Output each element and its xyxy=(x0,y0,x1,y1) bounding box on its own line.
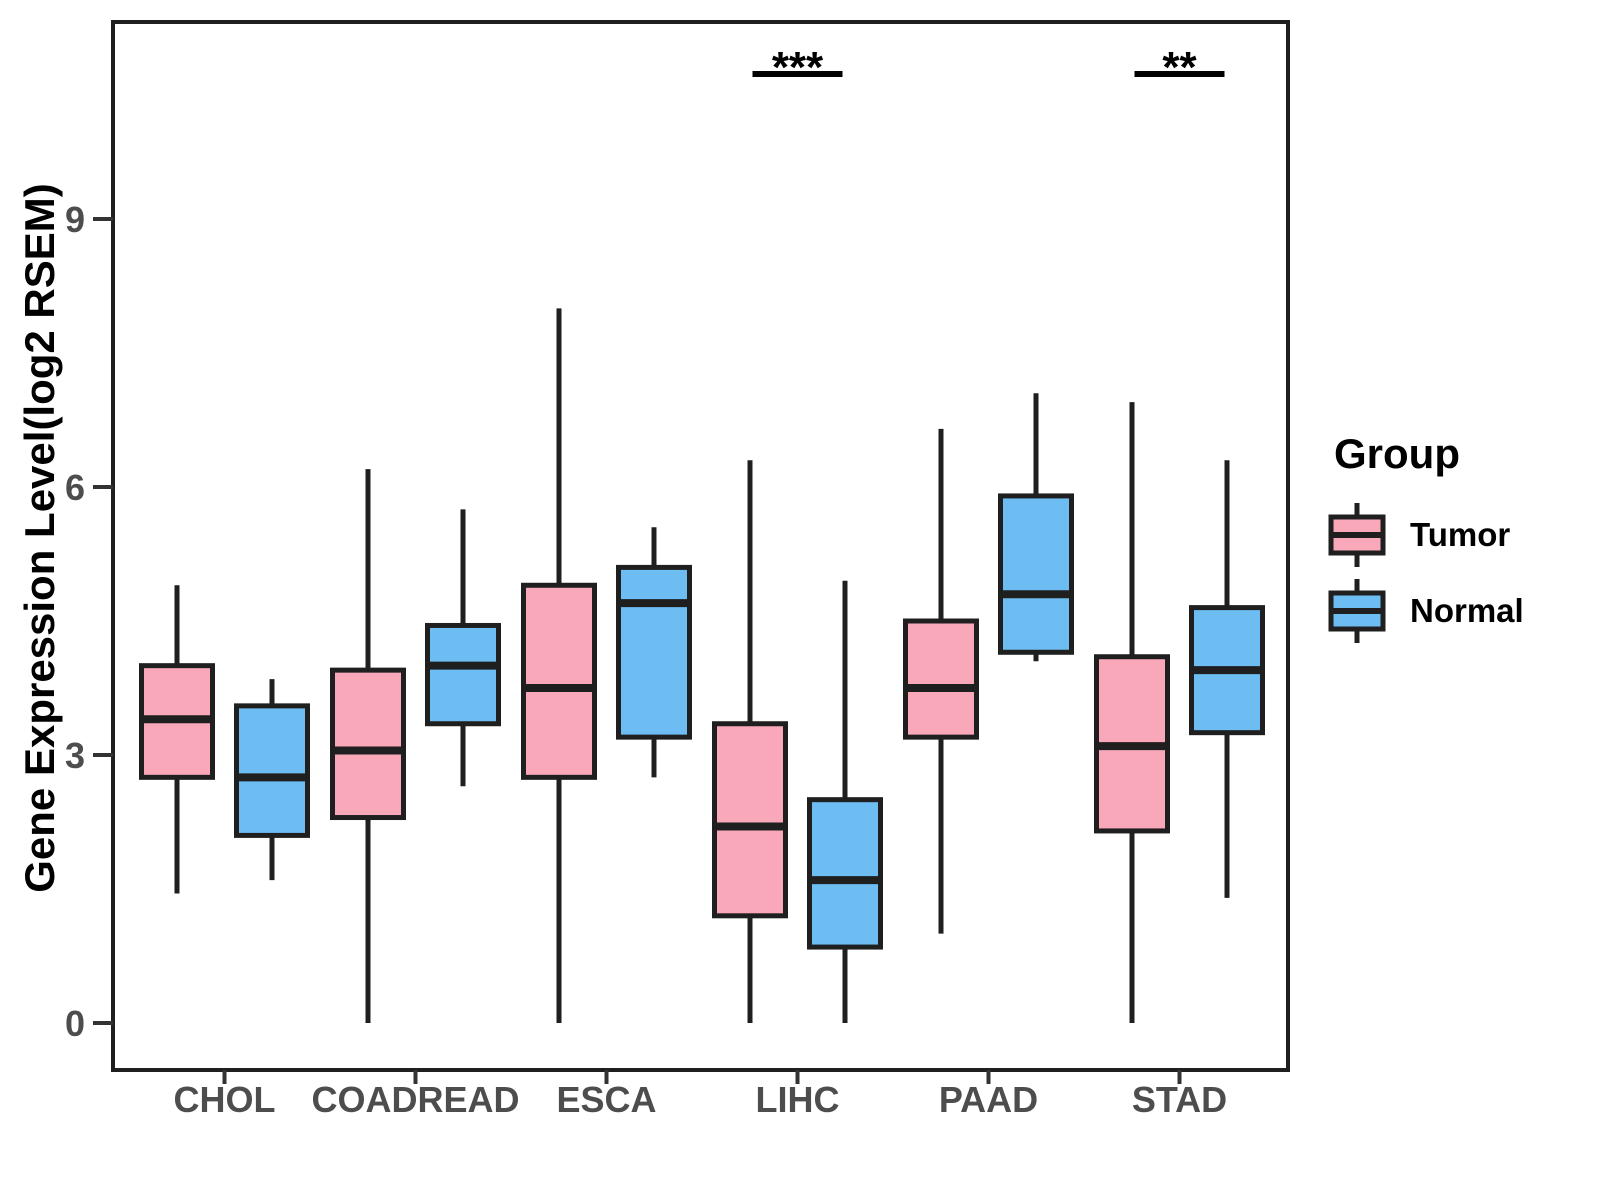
box-normal-ESCA xyxy=(616,564,692,740)
legend-boxplot-key-icon xyxy=(1328,503,1386,567)
sig-stars-LIHC: *** xyxy=(772,43,824,92)
x-tick-label-STAD: STAD xyxy=(1132,1079,1227,1120)
legend-label-tumor: Tumor xyxy=(1410,516,1511,553)
box-tumor-LIHC xyxy=(712,721,788,919)
x-tick-label-ESCA: ESCA xyxy=(556,1079,656,1120)
legend: Group Tumor Normal xyxy=(1328,430,1524,654)
legend-entries: Tumor Normal xyxy=(1328,502,1524,644)
legend-entry-tumor: Tumor xyxy=(1328,502,1524,568)
x-tick-label-PAAD: PAAD xyxy=(939,1079,1038,1120)
legend-title: Group xyxy=(1334,430,1460,477)
panel-border xyxy=(111,20,1290,1072)
x-tick-label-LIHC: LIHC xyxy=(756,1079,840,1120)
y-tick-label: 6 xyxy=(65,467,85,508)
y-tick-label: 3 xyxy=(65,735,85,776)
box-tumor-ESCA xyxy=(521,582,597,780)
sig-stars-STAD: ** xyxy=(1162,43,1197,92)
y-tick-label: 0 xyxy=(65,1003,85,1044)
box-tumor-PAAD xyxy=(903,618,979,740)
x-tick-label-CHOL: CHOL xyxy=(174,1079,276,1120)
box-normal-PAAD xyxy=(998,493,1074,655)
box-normal-COADREAD xyxy=(425,622,501,727)
box-normal-CHOL xyxy=(234,703,310,838)
y-tick-label: 9 xyxy=(65,199,85,240)
x-tick-label-COADREAD: COADREAD xyxy=(311,1079,519,1120)
box-tumor-COADREAD xyxy=(330,667,406,821)
box-normal-LIHC xyxy=(807,797,883,950)
legend-label-normal: Normal xyxy=(1410,592,1524,629)
legend-boxplot-key-icon xyxy=(1328,579,1386,643)
legend-entry-normal: Normal xyxy=(1328,578,1524,644)
